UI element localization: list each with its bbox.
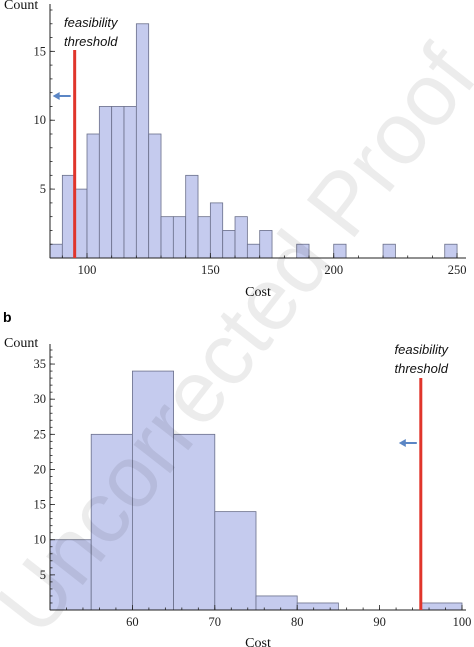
panel-label-b: b: [3, 309, 12, 325]
y-tick-label: 10: [34, 113, 47, 127]
y-tick-label: 15: [34, 44, 47, 58]
histogram-bar: [185, 174, 199, 259]
x-tick-label: 100: [453, 615, 472, 629]
histogram-bar: [111, 106, 125, 259]
x-tick-label: 100: [78, 263, 97, 277]
threshold-arrowhead: [52, 92, 60, 100]
x-tick-label: 90: [373, 615, 386, 629]
y-tick-label: 5: [40, 568, 46, 582]
histogram-bar: [98, 106, 113, 259]
histogram-bar: [74, 188, 88, 259]
x-tick-label: 250: [448, 263, 467, 277]
x-tick-label: 200: [324, 263, 343, 277]
histogram-bar: [296, 602, 339, 611]
histogram-bar: [123, 106, 137, 259]
histogram-bar: [90, 433, 133, 611]
x-tick-label: 60: [126, 615, 139, 629]
threshold-arrowhead: [398, 439, 406, 447]
y-tick-label: 5: [40, 182, 46, 196]
histogram-bar: [160, 216, 174, 259]
y-tick-label: 25: [34, 427, 47, 441]
y-tick-label: 20: [34, 462, 47, 476]
threshold-annotation-line1: feasibility: [395, 342, 450, 357]
y-tick-label: 30: [34, 392, 47, 406]
y-tick-label: 35: [34, 357, 47, 371]
x-axis-label: Cost: [245, 636, 271, 647]
y-tick-label: 10: [34, 533, 47, 547]
threshold-annotation-line1: feasibility: [64, 15, 119, 30]
histogram-bar: [382, 243, 396, 259]
x-tick-label: 150: [201, 263, 220, 277]
histogram-bar: [214, 511, 257, 611]
x-tick-label: 70: [209, 615, 222, 629]
histogram-bar: [222, 230, 236, 259]
histogram-bar: [420, 602, 463, 611]
histogram-bar: [197, 216, 211, 259]
histogram-bar: [86, 133, 100, 259]
chart-panel-a: 5 10 15 100 150 200 250 Count Cost feasibility thr…: [4, 0, 466, 300]
histogram-bar: [61, 174, 76, 259]
histogram-bar: [49, 539, 92, 611]
histogram-bar: [255, 595, 298, 611]
y-axis-label: Count: [4, 0, 38, 13]
threshold-annotation-line2: threshold: [64, 34, 118, 49]
histogram-bar: [172, 216, 187, 259]
y-axis-label: Count: [4, 336, 38, 351]
chart-panel-b: 5 10 15 20 25 30 35 60 70 80 90 100 Count Cost feasibi…: [4, 336, 471, 647]
histogram-bar: [135, 23, 150, 259]
x-tick-label: 80: [291, 615, 304, 629]
histogram-bar: [131, 370, 174, 611]
x-axis-label: Cost: [245, 285, 271, 300]
histogram-bar: [444, 243, 458, 259]
threshold-annotation-line2: threshold: [395, 361, 449, 376]
histogram-bar: [209, 202, 224, 259]
y-tick-label: 15: [34, 498, 47, 512]
histogram-bar: [148, 133, 162, 259]
histogram-bar: [49, 243, 63, 259]
histogram-bar: [173, 433, 216, 611]
